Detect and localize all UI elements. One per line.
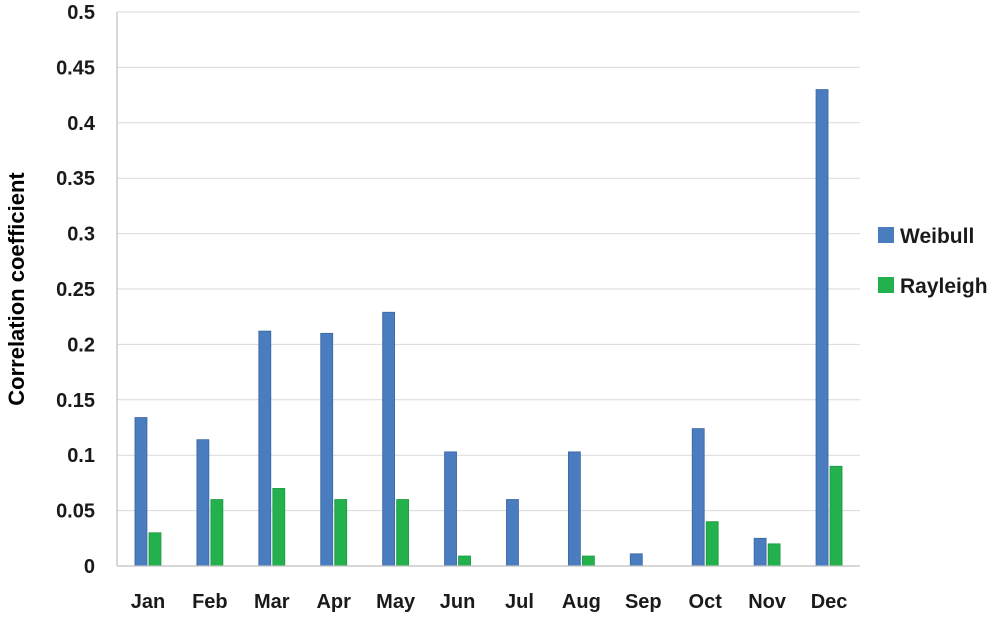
y-tick-label: 0.1 bbox=[67, 445, 95, 467]
legend-label-weibull: Weibull bbox=[900, 225, 974, 248]
y-axis-title: Correlation coefficient bbox=[4, 172, 29, 406]
bar-rayleigh-feb bbox=[210, 499, 224, 567]
axes bbox=[116, 12, 860, 567]
x-tick-label: Sep bbox=[625, 591, 662, 613]
y-tick-label: 0 bbox=[84, 556, 95, 578]
x-tick-label: Jul bbox=[505, 591, 534, 613]
bar-weibull-jul bbox=[506, 499, 519, 567]
x-tick-label: Aug bbox=[562, 591, 601, 613]
x-tick-label: May bbox=[376, 591, 416, 613]
bar-rayleigh-jun bbox=[458, 555, 471, 567]
x-tick-label: Oct bbox=[689, 591, 723, 613]
bar-weibull-jun bbox=[444, 451, 457, 567]
bar-weibull-dec bbox=[815, 89, 829, 567]
bar-rayleigh-apr bbox=[334, 499, 348, 567]
legend: Weibull Rayleigh bbox=[878, 225, 988, 298]
y-tick-labels: 0 0.05 0.1 0.15 0.2 0.25 0.3 0.35 0.4 0.45 0.5 bbox=[56, 2, 96, 578]
y-tick-label: 0.3 bbox=[67, 224, 95, 246]
bar-weibull-mar bbox=[258, 330, 272, 567]
x-tick-label: Dec bbox=[811, 591, 848, 613]
x-tick-label: Mar bbox=[254, 591, 290, 613]
legend-label-rayleigh: Rayleigh bbox=[900, 275, 988, 298]
bar-rayleigh-nov bbox=[767, 543, 781, 567]
x-tick-label: Jan bbox=[131, 591, 165, 613]
y-tick-label: 0.5 bbox=[67, 2, 95, 24]
legend-swatch-rayleigh bbox=[878, 277, 894, 293]
bar-weibull-jan bbox=[134, 417, 148, 567]
y-tick-label: 0.15 bbox=[56, 390, 95, 412]
x-tick-labels: Jan Feb Mar Apr May Jun Jul Aug Sep Oct Nov Dec bbox=[131, 591, 848, 613]
bar-weibull-apr bbox=[320, 332, 334, 567]
y-tick-label: 0.45 bbox=[56, 57, 95, 79]
bar-rayleigh-aug bbox=[581, 555, 595, 567]
x-tick-label: Jun bbox=[440, 591, 476, 613]
x-tick-label: Feb bbox=[192, 591, 228, 613]
x-tick-label: Nov bbox=[748, 591, 787, 613]
bar-rayleigh-may bbox=[396, 499, 410, 567]
y-tick-label: 0.4 bbox=[67, 113, 96, 135]
y-tick-label: 0.35 bbox=[56, 168, 95, 190]
bar-rayleigh-jan bbox=[148, 532, 162, 567]
bar-weibull-sep bbox=[629, 553, 643, 567]
bar-weibull-oct bbox=[691, 428, 705, 567]
x-tick-label: Apr bbox=[316, 591, 351, 613]
bar-rayleigh-mar bbox=[272, 488, 286, 567]
bar-rayleigh-oct bbox=[705, 521, 719, 567]
bars bbox=[134, 89, 843, 567]
y-tick-label: 0.2 bbox=[67, 334, 95, 356]
y-tick-label: 0.25 bbox=[56, 279, 95, 301]
bar-weibull-may bbox=[382, 311, 396, 567]
bar-weibull-aug bbox=[567, 451, 581, 567]
bar-weibull-nov bbox=[753, 537, 767, 567]
gridlines bbox=[117, 11, 860, 512]
bar-weibull-feb bbox=[196, 439, 210, 567]
legend-swatch-weibull bbox=[878, 227, 894, 243]
y-tick-label: 0.05 bbox=[56, 501, 95, 523]
bar-rayleigh-dec bbox=[829, 465, 843, 567]
